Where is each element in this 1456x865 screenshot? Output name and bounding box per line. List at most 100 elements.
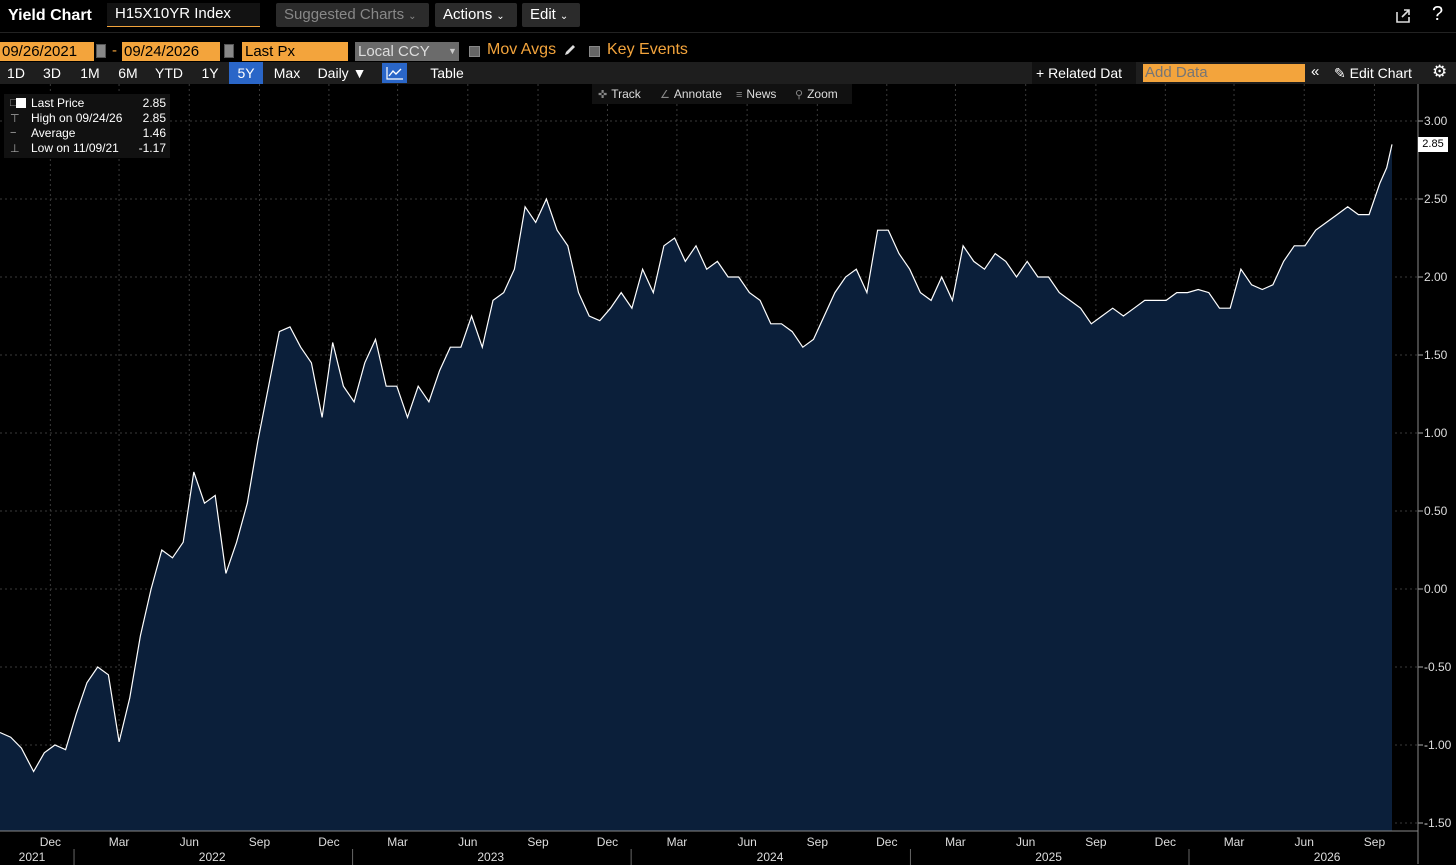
legend-low: ⊥ Low on 11/09/21 -1.17 <box>4 141 170 156</box>
chevron-down-icon: ⌄ <box>559 11 569 22</box>
annotate-icon: ∠ <box>660 89 670 101</box>
chevron-down-icon: ⌄ <box>408 11 417 22</box>
period-3d[interactable]: 3D <box>43 65 61 81</box>
help-icon[interactable]: ? <box>1432 3 1444 25</box>
zoom-label: Zoom <box>807 87 838 101</box>
news-tool[interactable]: ≡ News <box>736 87 776 101</box>
add-data-input[interactable] <box>1143 64 1305 82</box>
track-tool[interactable]: ✜ Track <box>598 87 641 101</box>
x-tick-label: Dec <box>876 835 897 849</box>
edit-chart-button[interactable]: ✎ Edit Chart <box>1334 62 1428 84</box>
x-tick-label: Dec <box>318 835 339 849</box>
year-label: 2024 <box>757 850 784 864</box>
legend-label: Average <box>31 126 76 140</box>
price-chart[interactable]: 3.00 2.50 2.00 1.50 1.00 0.50 0.00 -0.50 -1.00 -1… <box>0 84 1456 865</box>
magnifier-icon: ⚲ <box>795 89 804 101</box>
mov-avgs-label[interactable]: Mov Avgs <box>487 41 557 58</box>
x-tick-label: Jun <box>1016 835 1035 849</box>
related-data-button[interactable]: + Related Dat <box>1032 62 1136 84</box>
period-5y[interactable]: 5Y <box>229 62 263 84</box>
year-label: 2025 <box>1035 850 1062 864</box>
x-tick-label: Mar <box>667 835 688 849</box>
date-range-row: 09/26/2021 - 09/24/2026 Last Px Local CC… <box>0 40 1456 62</box>
y-tick-label: 3.00 <box>1424 114 1448 128</box>
pencil-icon[interactable] <box>563 43 577 57</box>
y-tick-label: 1.50 <box>1424 348 1448 362</box>
end-date-field[interactable]: 09/24/2026 <box>122 42 220 61</box>
chart-tools: ✜ Track ∠ Annotate ≡ News ⚲ Zoom <box>592 84 852 104</box>
period-ytd[interactable]: YTD <box>155 65 183 81</box>
x-tick-label: Dec <box>597 835 618 849</box>
checkbox-icon: □ <box>10 97 17 109</box>
ticker-input[interactable]: H15X10YR Index <box>107 3 260 27</box>
legend-last-price[interactable]: □ Last Price 2.85 <box>4 96 170 111</box>
legend-value: 1.46 <box>142 126 166 140</box>
actions-button[interactable]: Actions ⌄ <box>435 3 517 27</box>
period-1d[interactable]: 1D <box>7 65 25 81</box>
pencil-icon: ✎ <box>1334 65 1346 81</box>
annotate-tool[interactable]: ∠ Annotate <box>660 87 722 101</box>
high-marker-icon: ⊤ <box>10 113 20 125</box>
x-tick-label: Sep <box>1364 835 1386 849</box>
x-tick-label: Jun <box>737 835 756 849</box>
start-date-field[interactable]: 09/26/2021 <box>0 42 94 61</box>
x-tick-label: Jun <box>1295 835 1314 849</box>
share-icon[interactable] <box>1394 7 1412 25</box>
period-6m[interactable]: 6M <box>118 65 138 81</box>
calendar-icon[interactable] <box>96 44 106 58</box>
mov-avgs-checkbox[interactable] <box>469 46 480 57</box>
caret-down-icon[interactable]: ▼ <box>448 46 457 56</box>
table-view-button[interactable]: Table <box>430 65 464 81</box>
calendar-icon[interactable] <box>224 44 234 58</box>
chart-legend: □ Last Price 2.85 ⊤ High on 09/24/26 2.8… <box>4 94 170 158</box>
title-bar: Yield Chart H15X10YR Index Suggested Cha… <box>0 0 1456 33</box>
edit-label: Edit <box>530 6 556 23</box>
year-label: 2023 <box>477 850 504 864</box>
legend-value: 2.85 <box>142 111 166 125</box>
x-tick-label: Sep <box>249 835 271 849</box>
x-tick-label: Mar <box>109 835 130 849</box>
legend-label: High on 09/24/26 <box>31 111 123 125</box>
key-events-label[interactable]: Key Events <box>607 41 688 58</box>
period-1y[interactable]: 1Y <box>201 65 219 81</box>
edit-button[interactable]: Edit ⌄ <box>522 3 580 27</box>
low-marker-icon: ⊥ <box>10 143 20 155</box>
gear-icon[interactable]: ⚙ <box>1432 62 1448 81</box>
suggested-charts-button[interactable]: Suggested Charts ⌄ <box>276 3 429 27</box>
y-tick-label: 0.00 <box>1424 582 1448 596</box>
track-label: Track <box>611 87 641 101</box>
x-tick-label: Jun <box>180 835 199 849</box>
legend-average: − Average 1.46 <box>4 126 170 141</box>
x-tick-label: Sep <box>527 835 549 849</box>
currency-select[interactable]: Local CCY <box>355 42 459 61</box>
collapse-icon[interactable]: « <box>1311 63 1320 80</box>
app-title: Yield Chart <box>8 7 92 24</box>
period-1m[interactable]: 1M <box>80 65 100 81</box>
y-tick-label: -1.50 <box>1424 816 1452 830</box>
period-max[interactable]: Max <box>273 65 301 81</box>
crosshair-icon: ✜ <box>598 89 608 101</box>
y-tick-label: -0.50 <box>1424 660 1452 674</box>
news-icon: ≡ <box>736 89 743 101</box>
field-select[interactable]: Last Px <box>242 42 348 61</box>
series-area <box>0 144 1392 831</box>
legend-value: 2.85 <box>142 96 166 110</box>
y-tick-label: 1.00 <box>1424 426 1448 440</box>
line-chart-icon[interactable] <box>382 63 407 83</box>
year-label: 2026 <box>1314 850 1341 864</box>
key-events-checkbox[interactable] <box>589 46 600 57</box>
suggested-charts-label: Suggested Charts <box>284 6 405 23</box>
legend-label: Last Price <box>31 96 85 110</box>
x-tick-label: Mar <box>1224 835 1245 849</box>
last-value-tag: 2.85 <box>1418 137 1448 153</box>
zoom-tool[interactable]: ⚲ Zoom <box>795 87 838 101</box>
frequency-select[interactable]: Daily ▼ <box>317 65 367 81</box>
x-tick-label: Jun <box>458 835 477 849</box>
edit-chart-label: Edit Chart <box>1349 65 1412 81</box>
date-separator: - <box>112 42 117 59</box>
y-tick-label: 0.50 <box>1424 504 1448 518</box>
x-tick-label: Dec <box>1155 835 1176 849</box>
y-tick-label: 2.50 <box>1424 192 1448 206</box>
y-tick-label: -1.00 <box>1424 738 1452 752</box>
y-tick-label: 2.00 <box>1424 270 1448 284</box>
